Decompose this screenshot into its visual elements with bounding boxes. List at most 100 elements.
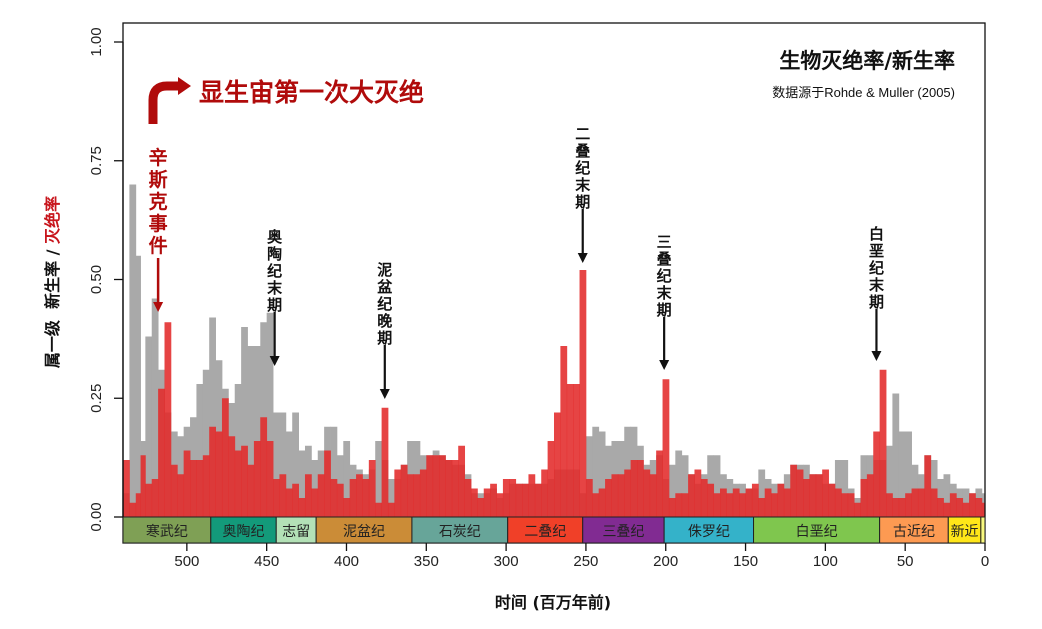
extinction-bar [509, 479, 517, 520]
extinction-bar [745, 488, 753, 520]
extinction-bar [534, 483, 542, 520]
annotation-label: 奥陶纪末期 [267, 228, 283, 314]
origination-bar [196, 384, 204, 520]
origination-bar [135, 255, 141, 520]
extinction-bar [273, 479, 280, 520]
x-tick-label: 50 [897, 553, 914, 570]
origination-bar [668, 464, 676, 520]
arrow-down-icon [269, 356, 280, 366]
x-tick-label: 200 [653, 553, 678, 570]
extinction-bar [183, 450, 191, 520]
y-axis-label-birth: 属一级 新生率 / [43, 244, 62, 368]
extinction-bar [917, 488, 925, 520]
origination-bar [892, 393, 900, 520]
extinction-bar [541, 469, 549, 520]
period-band: 寒武纪 奥陶纪 志留 泥盆纪 石炭纪 二叠纪 三叠纪 侏罗纪 白垩纪 古近纪 新近 [122, 516, 986, 544]
origination-bar [247, 346, 255, 520]
y-tick-label: 1.00 [88, 27, 105, 56]
origination-bar [330, 426, 338, 520]
extinction-bar [356, 474, 363, 520]
extinction-bar [630, 460, 638, 520]
extinction-bar [866, 474, 874, 520]
extinction-bar [196, 460, 204, 520]
x-tick-label: 250 [573, 553, 598, 570]
extinction-bar [585, 479, 593, 520]
y-tick-label: 0.00 [88, 502, 105, 531]
extinction-bar [962, 502, 970, 520]
extinction-bar [739, 493, 746, 520]
y-tick-label: 0.25 [88, 384, 105, 413]
extinction-bar [234, 450, 242, 520]
origination-bar [129, 184, 137, 520]
annotation-3: 三叠纪末期 [657, 233, 673, 370]
origination-bar [713, 455, 721, 520]
period-block [663, 516, 755, 544]
extinction-bar [496, 493, 504, 520]
extinction-bar [662, 379, 670, 520]
extinction-bar [324, 450, 331, 520]
extinction-bar [158, 388, 165, 520]
origination-bar [266, 312, 274, 520]
annotation-label: 二叠纪末期 [575, 125, 591, 211]
x-tick-label: 100 [813, 553, 838, 570]
extinction-bar [241, 445, 248, 520]
extinction-bar [573, 384, 580, 520]
extinction-bar [528, 474, 536, 520]
extinction-bar [713, 493, 721, 520]
arrow-down-icon [871, 351, 882, 361]
extinction-bar [458, 445, 466, 520]
extinction-bar [592, 493, 600, 520]
x-tick-label: 450 [254, 553, 279, 570]
extinction-bar [726, 493, 734, 520]
x-axis-label: 时间 (百万年前) [495, 593, 611, 612]
extinction-bar [975, 498, 983, 520]
extinction-bar [911, 488, 919, 520]
extinction-bar [956, 498, 964, 520]
arrow-down-icon [379, 389, 390, 399]
extinction-bar [135, 493, 141, 520]
extinction-bar [292, 483, 299, 520]
extinction-bar [260, 417, 268, 520]
period-label: 奥陶纪 [223, 523, 265, 540]
extinction-bar [758, 498, 766, 520]
origination-bar [585, 436, 593, 520]
period-label: 泥盆纪 [343, 524, 385, 540]
extinction-bar [170, 464, 178, 520]
extinction-bar [860, 479, 868, 520]
extinction-bar [943, 502, 951, 520]
extinction-bar [343, 498, 351, 520]
extinction-bar [381, 407, 389, 520]
origination-bar [253, 346, 261, 520]
period-block [582, 516, 665, 544]
period-block [753, 516, 881, 544]
extinction-bar [554, 412, 561, 520]
arrow-down-icon [659, 360, 670, 370]
extinction-bar [375, 502, 382, 520]
extinction-bar [668, 498, 676, 520]
extinction-bar [675, 493, 683, 520]
extinction-bar [140, 455, 146, 520]
extinction-bar [681, 493, 689, 520]
extinction-bar [694, 469, 702, 520]
period-block [507, 516, 584, 544]
extinction-bar [362, 479, 370, 520]
extinction-bar [656, 450, 663, 520]
origination-bar [675, 450, 683, 520]
period-label: 寒武纪 [146, 523, 188, 540]
extinction-bar [413, 474, 421, 520]
origination-bar [943, 474, 951, 520]
extinction-bar [617, 474, 625, 520]
extinction-bar [624, 469, 632, 520]
series-extinction [123, 270, 986, 520]
extinction-bar [247, 464, 255, 520]
x-tick-label: 150 [733, 553, 758, 570]
y-axis-label: 属一级 新生率 / 灭绝率 [43, 196, 62, 368]
curved-arrow-icon [148, 81, 180, 124]
origination-bar [681, 455, 689, 520]
extinction-bar [387, 502, 395, 520]
extinction-bar [796, 469, 804, 520]
origination-bar [592, 426, 600, 520]
period-label: 侏罗纪 [688, 524, 730, 540]
extinction-bar [924, 455, 932, 520]
